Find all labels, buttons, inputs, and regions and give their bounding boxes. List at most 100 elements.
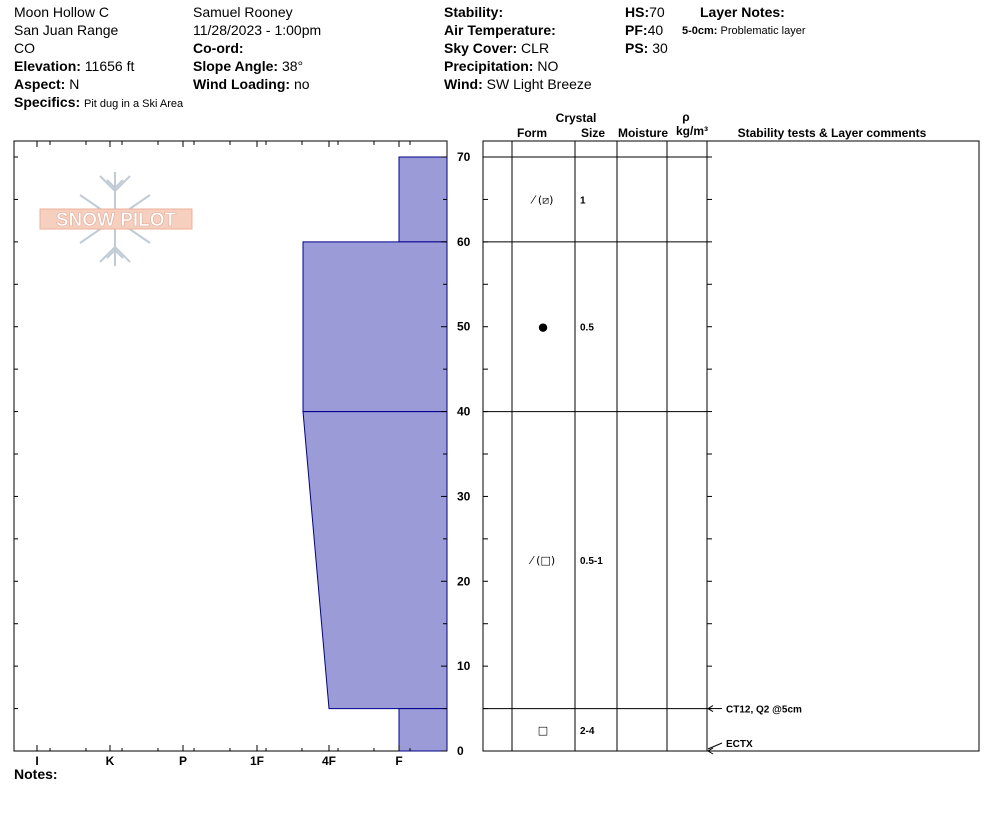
ps-label: PS: xyxy=(625,40,649,56)
wind-loading-label: Wind Loading: xyxy=(193,76,291,92)
crystal-size-0: 1 xyxy=(580,195,586,206)
crystal-form-1: ● xyxy=(538,321,548,334)
y-tick-label: 50 xyxy=(457,320,471,334)
x-tick-label: K xyxy=(106,754,115,768)
snow-pilot-logo: SNOW PILOT xyxy=(39,172,193,266)
crystal-size-1: 0.5 xyxy=(580,323,594,334)
ps-value: 30 xyxy=(652,40,668,56)
test-leader-1 xyxy=(707,742,723,750)
notes: Notes: xyxy=(14,765,58,783)
precipitation: Precipitation: NO xyxy=(444,57,558,75)
stability-label: Stability: xyxy=(444,4,504,20)
y-tick-label: 10 xyxy=(457,659,471,673)
elevation-value: 11656 ft xyxy=(84,58,135,74)
crystal-header: Crystal xyxy=(556,111,597,125)
stability-tests: CT12, Q2 @5cm ECTX xyxy=(707,705,802,755)
test-arrow-icon-0 xyxy=(707,705,714,713)
y-tick-label: 20 xyxy=(457,574,471,588)
y-tick-label: 30 xyxy=(457,489,471,503)
precip-label: Precipitation: xyxy=(444,58,534,74)
rho-header: ρ xyxy=(682,110,689,124)
density-unit-header: kg/m³ xyxy=(676,124,708,138)
slope-value: 38° xyxy=(281,58,304,74)
specifics-label: Specifics: xyxy=(14,94,81,110)
location-name: Moon Hollow C xyxy=(14,4,109,20)
aspect-value: N xyxy=(69,76,80,92)
x-tick-label: 1F xyxy=(250,754,264,768)
wind-loading-value: no xyxy=(293,76,310,92)
crystal-rows: ⁄ (⧄) 1 ● 0.5 ⁄ (□) 0.5-1 □ 2-4 xyxy=(528,193,603,736)
slope-label: Slope Angle: xyxy=(193,58,279,74)
air-temperature: Air Temperature: xyxy=(444,21,556,39)
test-arrow-icon-1 xyxy=(707,747,714,755)
pf: PF:40 xyxy=(625,21,663,39)
crystal-form-0: ⁄ (⧄) xyxy=(530,193,554,206)
specifics-value: Pit dug in a Ski Area xyxy=(84,98,184,110)
moisture-header: Moisture xyxy=(618,126,668,140)
y-tick-label: 40 xyxy=(457,405,471,419)
coord-label: Co-ord: xyxy=(193,40,244,56)
y-tick-label: 0 xyxy=(457,744,464,758)
stability-header: Stability tests & Layer comments xyxy=(738,126,927,140)
pf-value: 40 xyxy=(647,22,664,38)
x-tick-label: 4F xyxy=(322,754,336,768)
form-header: Form xyxy=(517,126,547,140)
hs-value: 70 xyxy=(649,4,665,20)
layer-note: 5-0cm: Problematic layer xyxy=(682,22,806,40)
x-tick-label: F xyxy=(395,754,402,768)
sky-value: CLR xyxy=(521,40,550,56)
crystal-size-2: 0.5-1 xyxy=(580,556,603,567)
range-name: San Juan Range xyxy=(14,22,119,38)
layer-notes-label: Layer Notes: xyxy=(700,4,785,20)
crystal-form-2: ⁄ (□) xyxy=(528,554,555,567)
hardness-layer-0 xyxy=(398,156,448,243)
hardness-layer-2 xyxy=(302,411,448,710)
aspect: Aspect: N xyxy=(14,75,79,93)
layer-note-text: Problematic layer xyxy=(720,25,806,37)
hardness-layer-1 xyxy=(302,241,448,413)
hs: HS:70 xyxy=(625,3,665,21)
aspect-label: Aspect: xyxy=(14,76,66,92)
observation-datetime: 11/28/2023 - 1:00pm xyxy=(193,22,322,38)
wind-loading: Wind Loading: no xyxy=(193,75,310,93)
sky-cover: Sky Cover: CLR xyxy=(444,39,549,57)
stability: Stability: xyxy=(444,3,503,21)
size-header: Size xyxy=(581,126,605,140)
sky-label: Sky Cover: xyxy=(444,40,518,56)
logo-banner xyxy=(39,208,193,230)
layer-table-frame xyxy=(482,140,980,752)
x-tick-label: I xyxy=(35,754,38,768)
observer-name: Samuel Rooney xyxy=(193,4,293,20)
hardness-axis: I K P 1F 4F F xyxy=(35,141,411,768)
pf-label: PF: xyxy=(625,22,648,38)
coord: Co-ord: xyxy=(193,39,244,57)
x-tick-label: P xyxy=(179,754,187,768)
crystal-size-3: 2-4 xyxy=(580,726,595,737)
wind-label: Wind: xyxy=(444,76,483,92)
specifics: Specifics: Pit dug in a Ski Area xyxy=(14,93,183,113)
notes-label: Notes: xyxy=(14,766,58,782)
layer-boundaries xyxy=(483,156,707,710)
test-label-1: ECTX xyxy=(726,739,753,750)
layer-notes: Layer Notes: xyxy=(700,3,785,21)
layer-note-range: 5-0cm: xyxy=(682,25,718,37)
y-tick-label: 60 xyxy=(457,235,471,249)
slope-angle: Slope Angle: 38° xyxy=(193,57,303,75)
y-tick-label: 70 xyxy=(457,150,471,164)
precip-value: NO xyxy=(537,58,559,74)
wind: Wind: SW Light Breeze xyxy=(444,75,592,93)
state-name: CO xyxy=(14,40,35,56)
wind-value: SW Light Breeze xyxy=(486,76,592,92)
ps: PS: 30 xyxy=(625,39,668,57)
hardness-layer-3 xyxy=(398,708,448,752)
elevation: Elevation: 11656 ft xyxy=(14,57,134,75)
depth-axis: 0 10 20 30 40 50 60 70 xyxy=(14,150,712,758)
test-label-0: CT12, Q2 @5cm xyxy=(726,705,802,716)
crystal-form-3: □ xyxy=(538,724,548,737)
hs-label: HS: xyxy=(625,4,650,20)
logo-text: SNOW PILOT xyxy=(56,210,177,231)
air-temp-label: Air Temperature: xyxy=(444,22,556,38)
elevation-label: Elevation: xyxy=(14,58,81,74)
hardness-profile xyxy=(302,156,448,752)
